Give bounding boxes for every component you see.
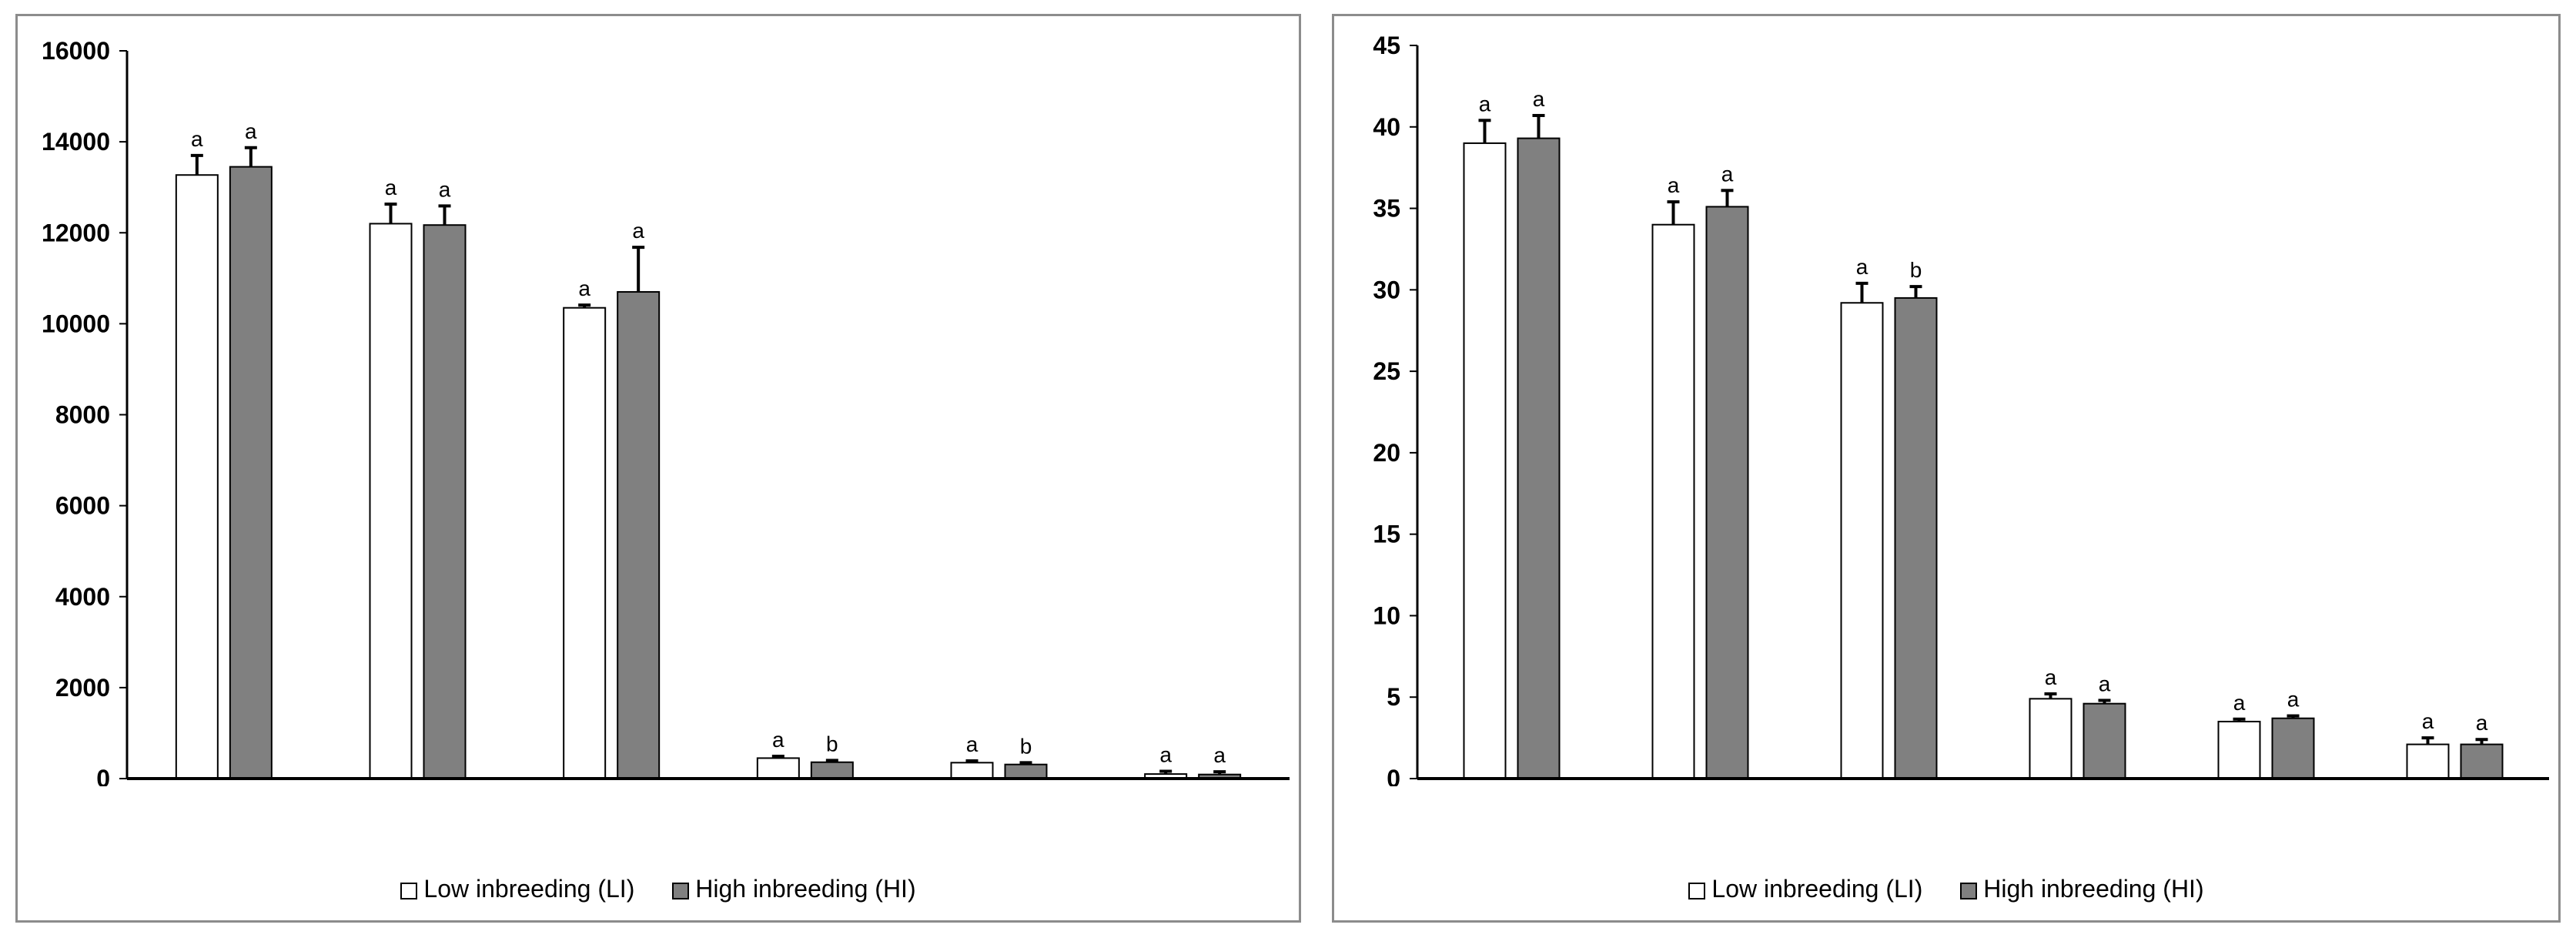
y-tick-label: 14000	[42, 128, 110, 156]
y-tick-label: 15	[1373, 521, 1400, 548]
legend-swatch-hi	[672, 882, 690, 899]
significance-label: a	[2476, 711, 2488, 735]
bar-high-inbreeding	[423, 224, 467, 780]
chart-panel-right: 051015202530354045aaLCCM (L)aaALM (L)abU…	[1332, 14, 2561, 923]
bar-high-inbreeding	[2460, 743, 2504, 779]
y-tick-label: 40	[1373, 113, 1400, 141]
y-tick-label: 6000	[55, 492, 110, 520]
y-tick-label: 8000	[55, 401, 110, 429]
bar-low-inbreeding	[2406, 743, 2450, 779]
bar-low-inbreeding	[1840, 302, 1884, 780]
bar-high-inbreeding	[2271, 717, 2315, 779]
significance-label: a	[772, 728, 785, 752]
significance-label: a	[1213, 743, 1226, 767]
bar-low-inbreeding	[2217, 720, 2261, 780]
y-tick-label: 0	[1387, 765, 1400, 786]
y-tick-label: 16000	[42, 37, 110, 65]
significance-label: a	[578, 276, 590, 300]
y-tick-label: 0	[96, 765, 110, 786]
significance-label: a	[1668, 173, 1680, 197]
y-tick-label: 10000	[42, 310, 110, 337]
y-tick-label: 4000	[55, 583, 110, 611]
significance-label: a	[2045, 665, 2057, 689]
significance-label: a	[439, 177, 451, 201]
significance-label: a	[191, 127, 203, 151]
significance-label: a	[2422, 709, 2434, 733]
significance-label: a	[2099, 672, 2111, 695]
significance-label: b	[826, 732, 838, 755]
bar-low-inbreeding	[1651, 223, 1695, 779]
y-tick-label: 25	[1373, 357, 1400, 385]
bar-high-inbreeding	[1517, 137, 1561, 779]
significance-label: b	[1910, 258, 1922, 282]
legend-item-hi: High inbreeding (HI)	[1960, 875, 2204, 903]
y-tick-label: 30	[1373, 276, 1400, 303]
bar-low-inbreeding	[950, 762, 994, 779]
bar-low-inbreeding	[756, 757, 800, 779]
significance-label: a	[1159, 743, 1172, 767]
legend-label-li: Low inbreeding (LI)	[1711, 875, 1923, 903]
legend-label-li: Low inbreeding (LI)	[423, 875, 635, 903]
legend-swatch-li	[400, 882, 418, 899]
bar-high-inbreeding	[810, 761, 854, 779]
legend-swatch-hi	[1960, 882, 1978, 899]
bar-high-inbreeding	[229, 166, 273, 779]
legend-item-li: Low inbreeding (LI)	[400, 875, 634, 903]
significance-label: a	[1479, 92, 1491, 116]
bar-low-inbreeding	[175, 174, 219, 780]
legend-item-hi: High inbreeding (HI)	[672, 875, 916, 903]
bar-low-inbreeding	[369, 223, 413, 779]
significance-label: a	[385, 176, 397, 199]
bar-low-inbreeding	[1463, 142, 1507, 779]
chart-panel-left: 0200040006000800010000120001400016000aaM…	[15, 14, 1301, 923]
significance-label: a	[966, 732, 979, 756]
bar-high-inbreeding	[2083, 702, 2126, 779]
legend-right: Low inbreeding (LI) High inbreeding (HI)	[1334, 873, 2558, 903]
significance-label: a	[632, 219, 644, 243]
legend-left: Low inbreeding (LI) High inbreeding (HI)	[18, 873, 1299, 903]
y-tick-label: 5	[1387, 683, 1400, 711]
bar-low-inbreeding	[2029, 698, 2073, 779]
significance-label: a	[2233, 691, 2246, 715]
bar-high-inbreeding	[617, 291, 661, 779]
legend-label-hi: High inbreeding (HI)	[695, 875, 916, 903]
significance-label: a	[1721, 162, 1734, 186]
legend-item-li: Low inbreeding (LI)	[1688, 875, 1922, 903]
bar-high-inbreeding	[1004, 763, 1048, 779]
bar-high-inbreeding	[1705, 206, 1749, 779]
y-tick-label: 10	[1373, 601, 1400, 629]
legend-swatch-li	[1688, 882, 1706, 899]
significance-label: a	[245, 119, 257, 143]
significance-label: a	[1533, 87, 1545, 111]
y-tick-label: 2000	[55, 674, 110, 702]
chart-right-svg: 051015202530354045aaLCCM (L)aaALM (L)abU…	[1373, 32, 2549, 786]
significance-label: a	[1856, 255, 1868, 279]
bar-high-inbreeding	[1894, 296, 1938, 779]
y-tick-label: 20	[1373, 439, 1400, 467]
y-tick-label: 45	[1373, 32, 1400, 59]
y-tick-label: 35	[1373, 195, 1400, 223]
significance-label: b	[1020, 734, 1032, 758]
significance-label: a	[2287, 688, 2300, 712]
y-tick-label: 12000	[42, 219, 110, 246]
legend-label-hi: High inbreeding (HI)	[1983, 875, 2204, 903]
chart-left-svg: 0200040006000800010000120001400016000aaM…	[42, 37, 1290, 786]
bar-low-inbreeding	[563, 307, 607, 779]
